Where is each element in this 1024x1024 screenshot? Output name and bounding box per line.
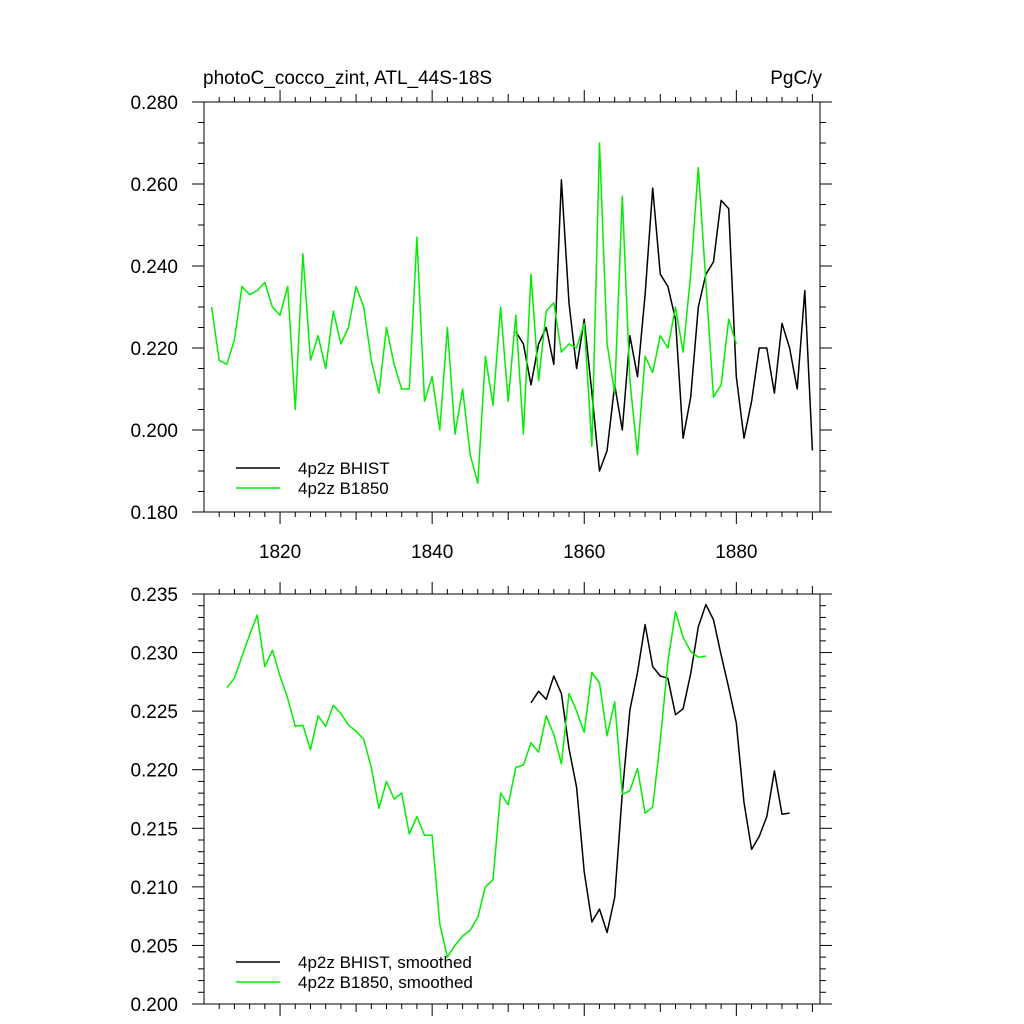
y-tick-label: 0.200 — [130, 995, 178, 1016]
y-tick-label: 0.215 — [130, 819, 178, 840]
top-plot-frame — [203, 101, 821, 513]
y-tick-label: 0.200 — [130, 421, 178, 442]
bottom-legend-label-b1850: 4p2z B1850, smoothed — [298, 973, 473, 992]
top-series-bhist-line — [515, 179, 814, 472]
x-tick-label: 1880 — [715, 542, 757, 563]
y-tick-label: 0.210 — [130, 878, 178, 899]
y-tick-label: 0.240 — [130, 257, 178, 278]
x-tick-label: 1860 — [563, 542, 605, 563]
y-tick-label: 0.220 — [130, 761, 178, 782]
bottom-plot-frame — [203, 593, 821, 1005]
bottom-panel: 0.200 0.205 0.210 0.215 0.220 0.225 0.230 0.235… — [130, 582, 832, 1016]
y-tick-label: 0.230 — [130, 644, 178, 665]
y-tick-label: 0.225 — [130, 702, 178, 723]
x-tick-label: 1840 — [411, 542, 453, 563]
bottom-series-bhist-line — [530, 603, 790, 934]
bottom-legend-label-bhist: 4p2z BHIST, smoothed — [298, 953, 472, 972]
y-tick-label: 0.235 — [130, 585, 178, 606]
y-tick-label: 0.280 — [130, 93, 178, 114]
chart-title: photoC_cocco_zint, ATL_44S-18S — [203, 68, 492, 89]
top-legend-label-b1850: 4p2z B1850 — [298, 479, 389, 498]
y-tick-label: 0.205 — [130, 936, 178, 957]
y-tick-label: 0.260 — [130, 175, 178, 196]
top-series-b1850-line — [210, 142, 738, 485]
units-label: PgC/y — [770, 68, 822, 89]
top-panel: photoC_cocco_zint, ATL_44S-18S PgC/y 182… — [130, 68, 832, 563]
top-legend-label-bhist: 4p2z BHIST — [298, 459, 390, 478]
y-tick-label: 0.180 — [130, 503, 178, 524]
y-tick-label: 0.220 — [130, 339, 178, 360]
x-tick-label: 1820 — [259, 542, 301, 563]
bottom-series-b1850-line — [226, 610, 707, 958]
